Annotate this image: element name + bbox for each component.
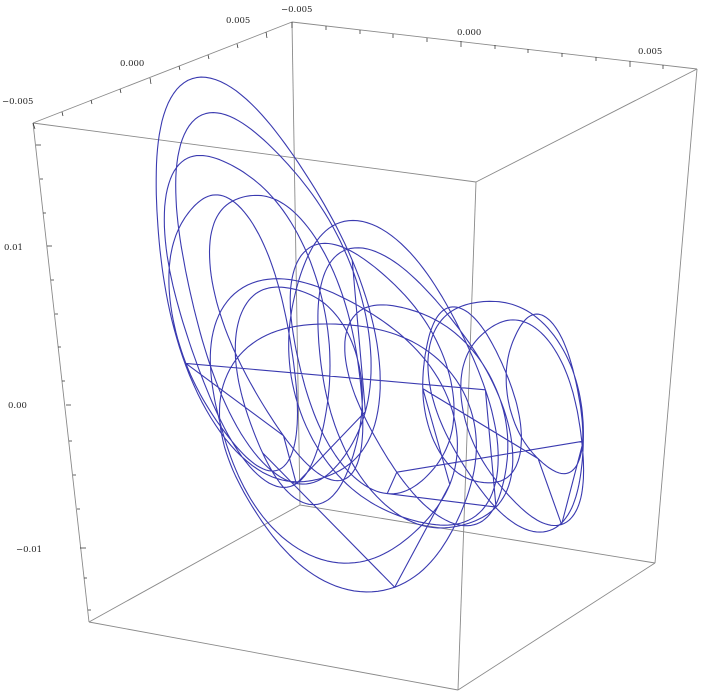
tick: [265, 31, 268, 39]
y-tick-label: −0.005: [2, 97, 33, 107]
tick: [207, 54, 210, 60]
tick-labels: −0.005 0.000 0.005 −0.005 0.000 0.005 0.…: [2, 5, 662, 555]
series-line: [155, 76, 585, 593]
tick: [32, 122, 36, 130]
box-edge: [32, 21, 293, 124]
box-edge: [475, 68, 698, 183]
tick: [61, 111, 64, 117]
tick: [90, 99, 93, 105]
box-edge: [32, 122, 477, 183]
box-edge: [291, 21, 698, 70]
tick: [149, 77, 152, 85]
box-edge: [88, 621, 459, 691]
z-tick-label: 0.00: [8, 401, 27, 411]
y-tick-label: 0.005: [226, 16, 250, 26]
box-edge: [291, 21, 301, 506]
tick: [178, 65, 181, 71]
axis-ticks: [32, 22, 664, 611]
box-edge: [299, 504, 656, 564]
bounding-box: [32, 21, 698, 691]
x-tick-label: −0.005: [281, 5, 312, 15]
x-tick-label: 0.000: [457, 28, 481, 38]
tick: [236, 43, 239, 49]
series-trajectory: [155, 76, 585, 593]
y-tick-label: 0.000: [120, 59, 144, 69]
box-edge: [457, 181, 477, 691]
box-edge: [654, 68, 698, 564]
x-tick-label: 0.005: [638, 47, 662, 57]
box-edge: [457, 562, 656, 691]
z-tick-label: 0.01: [4, 243, 23, 253]
box-edge: [88, 504, 301, 623]
tick: [119, 88, 122, 94]
box-edge: [32, 122, 90, 623]
z-tick-label: −0.01: [16, 545, 42, 555]
